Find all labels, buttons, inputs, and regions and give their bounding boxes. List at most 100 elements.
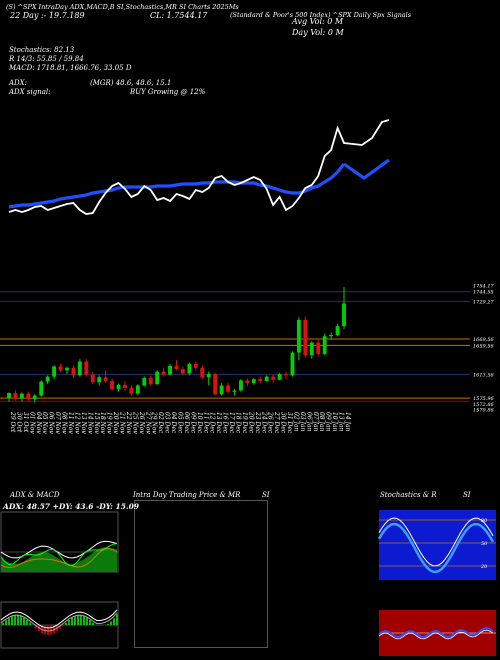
di-plus-line (0, 543, 118, 566)
price-line (8, 119, 390, 215)
date-tick-label: 06 Dec (183, 412, 190, 434)
candle-body (322, 336, 327, 354)
date-tick-label: 12 Dec (209, 412, 216, 434)
candle-body (342, 303, 346, 327)
candle-body (58, 366, 63, 371)
candle-body (142, 377, 147, 386)
date-tick-label: 09 Jan (325, 412, 332, 432)
candle-body (110, 381, 115, 390)
price-axis-label: 1669.56 (473, 337, 494, 343)
candle-body (45, 376, 50, 382)
intraday-panel-title: Intra Day Trading Price & MR (133, 491, 241, 499)
date-tick-label: 08 Jan (318, 412, 325, 432)
candle-body (129, 387, 134, 394)
stoch-level-label: 50 (481, 541, 488, 547)
candle-body (238, 380, 243, 391)
date-tick-label: 24 Dec (260, 411, 267, 434)
intraday-panel (134, 500, 268, 648)
candle-body (303, 319, 308, 356)
candle-body (90, 374, 95, 383)
date-tick-label: 31 Oct (22, 412, 29, 433)
candle-body (277, 374, 282, 380)
candle-body (219, 385, 224, 395)
date-tick-label: 03 Jan (299, 412, 306, 432)
date-tick-label: 20 Dec (247, 411, 254, 434)
macd-hist-bar (77, 615, 79, 625)
macd-signal-line (0, 612, 118, 632)
date-tick-label: 05 Dec (177, 412, 184, 434)
date-tick-label: 05 Nov (41, 412, 48, 434)
stat-r: R 14/3: 55.85 / 59.84 (9, 55, 84, 63)
candle-body (200, 367, 205, 378)
candle-body (329, 334, 334, 337)
stat-adx: ADX: (9, 79, 28, 87)
adx-line (0, 540, 118, 559)
rsi-line (378, 627, 494, 639)
header-day-vol: Day Vol: 0 M (292, 28, 344, 37)
candle-body (155, 371, 160, 385)
stat-adx-signal-value: BUY Growing @ 12% (130, 88, 206, 96)
macd-hist-bar (20, 615, 22, 625)
price-axis-label: 1659.56 (473, 343, 494, 349)
macd-hist-bar (65, 622, 67, 625)
adx-macd-panel (0, 511, 119, 649)
price-axis-label: 1613.56 (473, 372, 494, 378)
date-tick-label: 14 Nov (86, 412, 93, 434)
stat-stochastics: Stochastics: 82.13 (9, 46, 75, 54)
date-tick-label: 26 Dec (267, 411, 274, 434)
date-tick-label: 14 Jan (344, 412, 351, 432)
macd-hist-bar (29, 622, 31, 625)
date-tick-label: 13 Nov (80, 412, 87, 434)
candle-body (309, 342, 314, 356)
macd-hist-bar (44, 625, 46, 635)
header-line1: (S) ^SPX IntraDay ADX,MACD,B SI,Stochast… (6, 3, 239, 11)
macd-line (0, 609, 118, 629)
date-tick-label: 02 Dec (157, 412, 164, 434)
candle-body (148, 377, 153, 385)
stochastics-panel: 80 50 20 (378, 510, 496, 656)
stoch-panel-title: Stochastics & R (380, 491, 437, 499)
date-tick-label: 19 Dec (241, 412, 248, 434)
date-tick-label: 04 Dec (170, 412, 177, 434)
adx-area (1, 547, 117, 572)
header-day: 22 Day :- 19.7.189 (10, 11, 85, 20)
candle-body (161, 371, 166, 375)
date-tick-label: 27 Nov (144, 411, 151, 434)
candle-body (226, 385, 230, 392)
candle-body (135, 385, 140, 394)
stoch-bg (379, 510, 496, 580)
macd-hist-bar (32, 625, 34, 626)
date-tick-label: 29 Oct (9, 411, 16, 433)
candle-body (7, 393, 11, 399)
date-tick-label: 31 Dec (286, 412, 293, 434)
date-tick-label: 22 Nov (125, 411, 132, 434)
candle-body (193, 364, 198, 368)
macd-hist-bar (80, 615, 82, 625)
stat-macd: MACD: 1718.81, 1666.76, 33.05 D (9, 64, 132, 72)
macd-hist-bar (2, 623, 4, 625)
macd-hist-bar (68, 620, 70, 625)
candle-body (174, 365, 179, 370)
candle-body (206, 374, 211, 378)
date-tick-label: 11 Dec (202, 412, 209, 434)
macd-hist-bar (35, 625, 37, 629)
stat-adx-value: (MGR) 48.6, 48.6, 15.1 (90, 79, 172, 87)
candle-body (284, 374, 288, 376)
date-tick-label: 07 Nov (54, 412, 61, 434)
date-tick-label: 03 Dec (164, 412, 171, 434)
macd-hist-bar (71, 617, 73, 625)
date-tick-label: 27 Dec (273, 411, 280, 434)
date-tick-label: 25 Nov (131, 411, 138, 434)
macd-hist-bar (113, 618, 115, 625)
stoch-level-label: 20 (480, 564, 488, 570)
stoch-k-line (378, 517, 494, 567)
date-tick-label: 11 Nov (67, 412, 74, 434)
macd-hist-bar (14, 615, 16, 625)
candle-body (213, 374, 218, 395)
stoch-d-line (378, 522, 495, 574)
date-tick-label: 30 Oct (15, 412, 22, 433)
macd-hist-bar (62, 625, 64, 626)
rsi-line-2 (378, 629, 494, 640)
candle-body (32, 395, 37, 400)
macd-hist-bar (50, 625, 52, 635)
